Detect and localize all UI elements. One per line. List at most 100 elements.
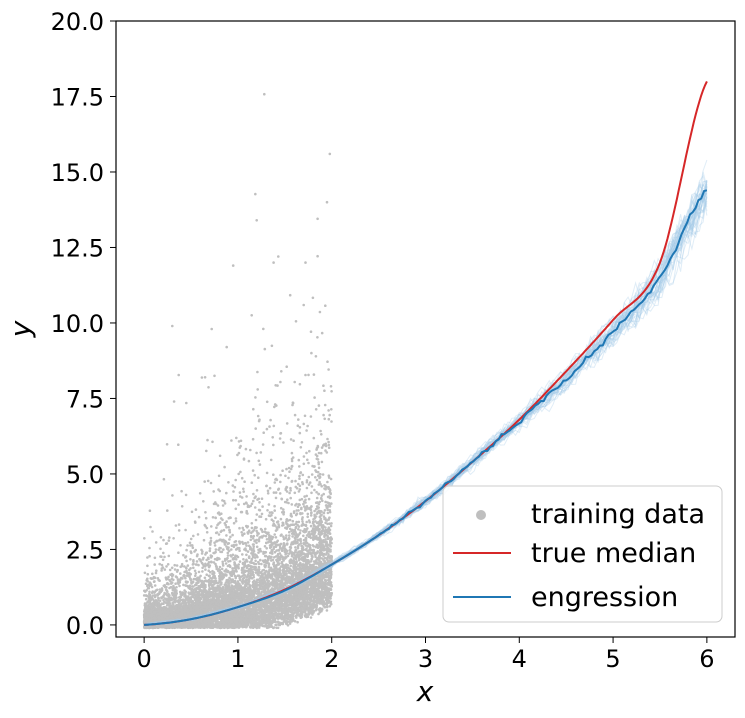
training-data-point bbox=[318, 527, 321, 531]
training-data-point bbox=[175, 586, 178, 589]
training-data-point bbox=[202, 538, 206, 542]
training-data-point bbox=[249, 535, 253, 539]
training-data-point bbox=[286, 525, 290, 528]
training-data-point bbox=[184, 528, 187, 532]
training-data-point bbox=[234, 519, 238, 523]
training-data-point bbox=[252, 545, 255, 549]
training-data-point bbox=[252, 407, 255, 411]
training-data-point bbox=[220, 567, 224, 571]
training-data-point bbox=[286, 554, 290, 558]
training-data-point bbox=[257, 476, 260, 480]
training-data-point bbox=[274, 516, 277, 520]
training-data-point bbox=[312, 436, 316, 440]
training-data-point bbox=[200, 552, 204, 555]
training-data-point bbox=[228, 538, 231, 541]
training-data-point bbox=[204, 562, 207, 566]
training-data-point bbox=[268, 546, 272, 550]
training-data-point bbox=[311, 552, 314, 555]
training-data-point bbox=[194, 572, 198, 575]
training-data-point bbox=[232, 521, 236, 525]
training-data-point bbox=[224, 562, 228, 565]
training-data-point bbox=[319, 517, 323, 521]
training-data-point bbox=[294, 504, 297, 507]
training-data-point bbox=[323, 605, 327, 609]
training-data-point bbox=[296, 424, 300, 428]
training-data-point bbox=[288, 534, 291, 537]
training-data-point bbox=[216, 523, 219, 527]
training-data-point bbox=[285, 422, 289, 425]
training-data-point bbox=[230, 548, 233, 551]
training-data-point bbox=[329, 385, 333, 388]
training-data-point bbox=[205, 573, 208, 576]
training-data-point bbox=[265, 547, 269, 550]
training-data-point bbox=[250, 526, 254, 530]
training-data-point bbox=[194, 508, 198, 511]
training-data-point bbox=[226, 551, 230, 555]
training-data-point bbox=[215, 526, 218, 529]
training-data-point bbox=[238, 560, 242, 563]
training-data-point bbox=[323, 509, 327, 512]
training-data-point bbox=[163, 555, 166, 559]
training-data-point bbox=[329, 477, 333, 481]
training-data-point bbox=[153, 580, 156, 583]
training-data-point bbox=[178, 590, 182, 594]
training-data-point bbox=[265, 427, 269, 431]
training-data-point bbox=[250, 314, 253, 317]
training-data-point bbox=[297, 458, 301, 462]
training-data-point bbox=[293, 380, 297, 384]
training-data-point bbox=[188, 541, 192, 545]
training-data-point bbox=[250, 522, 254, 525]
training-data-point bbox=[330, 408, 333, 411]
training-data-point bbox=[309, 415, 313, 418]
training-data-point bbox=[143, 571, 147, 575]
training-data-point bbox=[325, 451, 329, 454]
training-data-point bbox=[302, 303, 306, 307]
training-data-point bbox=[274, 496, 278, 500]
training-data-point bbox=[326, 534, 329, 537]
training-data-point bbox=[204, 511, 207, 514]
training-data-point bbox=[223, 522, 227, 525]
training-data-point bbox=[245, 544, 248, 547]
training-data-point bbox=[160, 563, 164, 567]
training-data-point bbox=[288, 527, 292, 531]
training-data-point bbox=[287, 466, 291, 470]
training-data-point bbox=[297, 520, 301, 524]
training-data-point bbox=[166, 563, 170, 566]
training-data-point bbox=[257, 459, 261, 463]
training-data-point bbox=[320, 484, 324, 488]
training-data-point bbox=[180, 489, 183, 493]
training-data-point bbox=[320, 497, 323, 501]
training-data-point bbox=[214, 516, 217, 520]
training-data-point bbox=[260, 512, 264, 516]
training-data-point bbox=[255, 538, 258, 542]
training-data-point bbox=[284, 536, 288, 540]
training-data-point bbox=[234, 543, 238, 547]
training-data-point bbox=[243, 480, 246, 484]
training-data-point bbox=[326, 511, 330, 515]
training-data-point bbox=[153, 595, 157, 599]
training-data-point bbox=[228, 530, 232, 534]
training-data-point bbox=[232, 498, 235, 502]
training-data-point bbox=[251, 469, 255, 472]
training-data-point bbox=[251, 437, 255, 441]
training-data-point bbox=[189, 537, 193, 541]
training-data-point bbox=[148, 584, 151, 588]
training-data-point bbox=[194, 574, 197, 577]
training-data-point bbox=[208, 547, 212, 550]
training-data-point bbox=[315, 478, 319, 482]
training-data-point bbox=[294, 537, 297, 541]
training-data-point bbox=[265, 400, 269, 404]
training-data-point bbox=[291, 535, 294, 538]
training-data-point bbox=[278, 437, 282, 440]
training-data-point bbox=[328, 605, 332, 608]
training-data-point bbox=[255, 489, 259, 492]
training-data-point bbox=[259, 558, 262, 562]
training-data-point bbox=[210, 525, 213, 528]
training-data-point bbox=[189, 558, 192, 561]
training-data-point bbox=[151, 590, 154, 593]
training-data-point bbox=[296, 551, 300, 554]
training-data-point bbox=[168, 578, 171, 582]
training-data-point bbox=[163, 568, 167, 571]
training-data-point bbox=[293, 620, 297, 623]
